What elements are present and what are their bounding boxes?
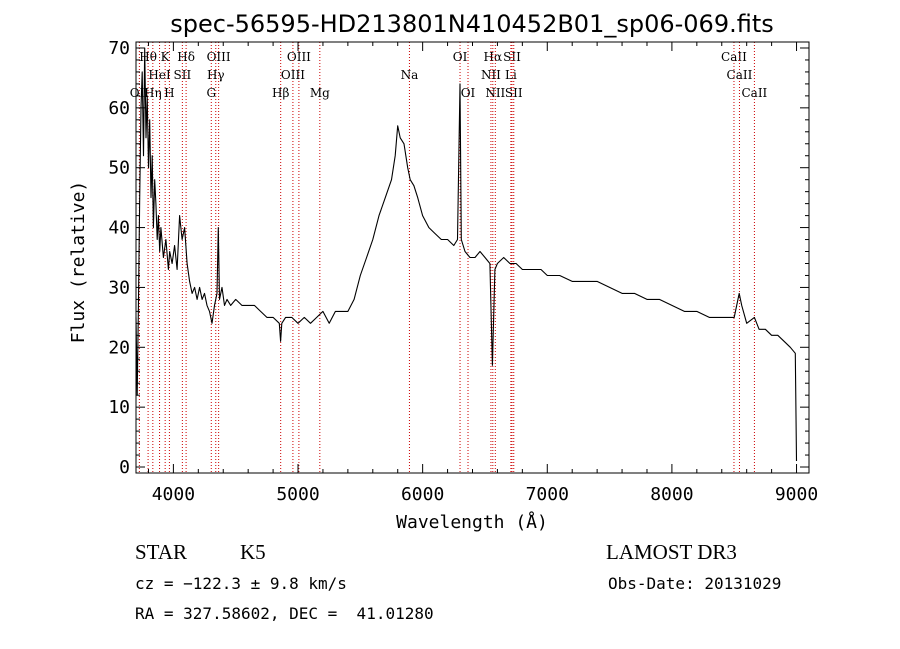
line-marker-label: K — [161, 50, 171, 64]
line-marker-label: OIII — [287, 50, 311, 64]
line-marker-label: H — [164, 86, 174, 100]
line-marker-label: G — [206, 86, 216, 100]
line-marker-label: OIII — [281, 68, 305, 82]
x-tick-label: 8000 — [650, 484, 693, 505]
line-marker-label: Hθ — [139, 50, 157, 64]
line-marker-label: Na — [401, 68, 419, 82]
x-tick-label: 4000 — [152, 484, 195, 505]
series-layer — [135, 47, 798, 462]
line-marker-label: SII — [503, 50, 521, 64]
y-axis-label: Flux (relative) — [68, 181, 89, 344]
y-tick-label: 30 — [108, 277, 130, 298]
x-axis: 4000 5000 6000 7000 8000 9000 — [147, 42, 818, 505]
y-tick-label: 0 — [119, 457, 130, 478]
line-marker-label: Hη — [144, 86, 162, 100]
object-class: STAR — [135, 540, 187, 564]
survey-name: LAMOST DR3 — [606, 540, 737, 564]
line-marker-label: NII — [485, 86, 505, 100]
line-marker-label: SII — [505, 86, 523, 100]
line-marker-label: OIII — [207, 50, 231, 64]
y-tick-label: 50 — [108, 158, 130, 179]
line-marker-label: Hβ — [272, 86, 289, 100]
obs-date-text: Obs-Date: 20131029 — [608, 574, 782, 593]
spectrum-series-line — [135, 47, 798, 462]
object-subclass: K5 — [240, 540, 266, 564]
x-axis-label: Wavelength (Å) — [396, 511, 548, 533]
y-tick-label: 60 — [108, 98, 130, 119]
coordinates-text: RA = 327.58602, DEC = 41.01280 — [135, 604, 434, 623]
line-marker-label: CaII — [741, 86, 767, 100]
line-marker-label: Mg — [310, 86, 330, 100]
redshift-text: cz = −122.3 ± 9.8 km/s — [135, 574, 347, 593]
chart-title: spec-56595-HD213801N410452B01_sp06-069.f… — [170, 10, 774, 38]
x-tick-label: 5000 — [276, 484, 319, 505]
line-marker-label: NII — [481, 68, 501, 82]
y-tick-label: 40 — [108, 218, 130, 239]
y-tick-label: 10 — [108, 397, 130, 418]
line-marker-label: SII — [174, 68, 192, 82]
x-tick-label: 6000 — [401, 484, 444, 505]
line-marker-label: Li — [505, 68, 517, 82]
y-axis: 0 10 20 30 40 50 60 70 — [108, 38, 809, 478]
line-marker-label: HeI — [148, 68, 171, 82]
line-marker-label: Hγ — [207, 68, 225, 82]
line-marker-label: OI — [453, 50, 468, 64]
line-marker-label: Hδ — [177, 50, 195, 64]
y-tick-label: 70 — [108, 38, 130, 59]
line-marker-label: CaII — [727, 68, 753, 82]
line-marker-label: CaII — [721, 50, 747, 64]
line-marker-label: OI — [461, 86, 476, 100]
x-tick-label: 7000 — [526, 484, 569, 505]
line-marker-label: Hα — [484, 50, 503, 64]
y-tick-label: 20 — [108, 337, 130, 358]
x-tick-label: 9000 — [775, 484, 818, 505]
